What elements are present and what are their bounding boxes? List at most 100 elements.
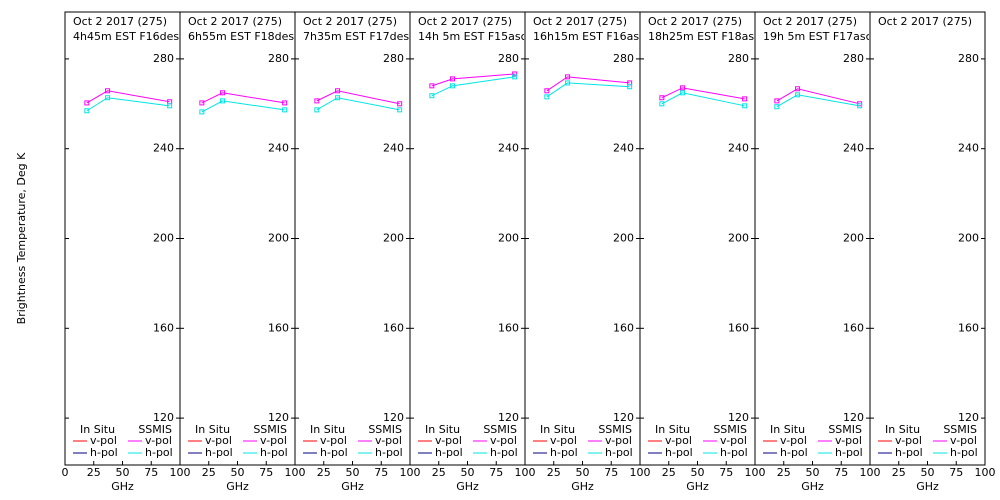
x-axis-label: GHz <box>571 480 594 493</box>
panel-subtitle: 16h15m EST F16asc <box>533 30 645 43</box>
panel-title: Oct 2 2017 (275) <box>303 15 397 28</box>
legend-label: v-pol <box>375 434 402 447</box>
point-marker <box>450 76 456 82</box>
x-tick-label: 25 <box>317 466 331 479</box>
point-marker <box>450 83 456 89</box>
series-line <box>86 90 170 104</box>
legend-group-title: SSMIS <box>598 423 632 436</box>
panel: Oct 2 2017 (275) 7h35m EST F17des 120 160 20… <box>294 11 421 493</box>
legend-label: h-pol <box>320 446 348 459</box>
legend-label: v-pol <box>205 434 232 447</box>
legend-label: v-pol <box>835 434 862 447</box>
panel-header: Oct 2 2017 (275) 19h 5m EST F17asc <box>763 15 872 43</box>
y-tick-label: 160 <box>268 321 289 334</box>
point-marker <box>220 90 226 96</box>
panel-header: Oct 2 2017 (275) <box>878 15 972 28</box>
y-tick-label: 240 <box>613 142 634 155</box>
x-tick-label: 50 <box>461 466 475 479</box>
x-tick-label: 25 <box>777 466 791 479</box>
y-tick-label: 120 <box>728 411 749 424</box>
point-marker <box>84 108 90 114</box>
legend-group-title: SSMIS <box>483 423 517 436</box>
series-line <box>546 76 630 92</box>
x-tick-label: 50 <box>576 466 590 479</box>
panel-header: Oct 2 2017 (275) 4h45m EST F16des <box>73 15 179 43</box>
point-marker <box>314 107 320 113</box>
x-tick-label: 100 <box>860 466 881 479</box>
series-line <box>431 73 515 87</box>
x-tick-label: 50 <box>806 466 820 479</box>
point-marker <box>544 88 550 94</box>
point-marker <box>659 101 665 107</box>
point-marker <box>220 98 226 104</box>
panel-subtitle: 4h45m EST F16des <box>73 30 179 43</box>
y-tick-label: 160 <box>613 321 634 334</box>
y-tick-label: 120 <box>498 411 519 424</box>
x-tick-label: 100 <box>515 466 536 479</box>
y-tick-label: 120 <box>383 411 404 424</box>
x-tick-label: 25 <box>432 466 446 479</box>
panel-title: Oct 2 2017 (275) <box>533 15 627 28</box>
series-line <box>316 90 400 105</box>
x-tick-label: 75 <box>374 466 388 479</box>
x-axis-label: GHz <box>456 480 479 493</box>
y-tick-label: 280 <box>498 52 519 65</box>
x-tick-label: 50 <box>346 466 360 479</box>
legend-label: h-pol <box>665 446 693 459</box>
legend-label: h-pol <box>895 446 923 459</box>
point-marker <box>774 104 780 110</box>
x-tick-label: 25 <box>892 466 906 479</box>
y-tick-label: 160 <box>383 321 404 334</box>
x-tick-label: 50 <box>921 466 935 479</box>
point-marker <box>429 83 435 89</box>
legend-label: h-pol <box>490 446 518 459</box>
legend-group-title: In Situ <box>770 423 805 436</box>
x-tick-label: 75 <box>949 466 963 479</box>
legend-label: v-pol <box>320 434 347 447</box>
series-line <box>776 88 860 105</box>
y-tick-label: 200 <box>843 232 864 245</box>
panel-title: Oct 2 2017 (275) <box>763 15 857 28</box>
series-line <box>546 82 630 98</box>
panel-title: Oct 2 2017 (275) <box>648 15 742 28</box>
point-marker <box>795 92 801 98</box>
series-line <box>316 97 400 111</box>
legend-label: v-pol <box>950 434 977 447</box>
point-marker <box>335 88 341 94</box>
point-marker <box>742 103 748 109</box>
legend-group-title: SSMIS <box>713 423 747 436</box>
series-line <box>661 87 745 100</box>
panel-subtitle: 14h 5m EST F15asc <box>418 30 527 43</box>
legend-label: v-pol <box>720 434 747 447</box>
series-line <box>431 76 515 97</box>
y-tick-label: 200 <box>153 232 174 245</box>
y-tick-label: 160 <box>153 321 174 334</box>
y-tick-label: 200 <box>728 232 749 245</box>
y-tick-label: 120 <box>958 411 979 424</box>
x-axis-label: GHz <box>686 480 709 493</box>
series-line <box>661 92 745 107</box>
panel: Oct 2 2017 (275) 16h15m EST F16asc 120 160 2… <box>524 11 651 493</box>
legend-group-title: In Situ <box>195 423 230 436</box>
x-axis-label: GHz <box>226 480 249 493</box>
x-tick-label: 100 <box>745 466 766 479</box>
panel-header: Oct 2 2017 (275) 16h15m EST F16asc <box>533 15 645 43</box>
panel-header: Oct 2 2017 (275) 7h35m EST F17des <box>303 15 409 43</box>
point-marker <box>282 107 288 113</box>
x-tick-label: 50 <box>116 466 130 479</box>
x-tick-label: 75 <box>834 466 848 479</box>
x-tick-label: 75 <box>489 466 503 479</box>
y-tick-label: 240 <box>498 142 519 155</box>
x-tick-label: 75 <box>604 466 618 479</box>
panel-subtitle: 19h 5m EST F17asc <box>763 30 872 43</box>
legend-label: h-pol <box>720 446 748 459</box>
point-marker <box>565 80 571 86</box>
legend-group-title: In Situ <box>310 423 345 436</box>
point-marker <box>795 86 801 92</box>
x-axis-label: GHz <box>111 480 134 493</box>
y-axis-label: Brightness Temperature, Deg K <box>15 152 28 324</box>
panel-subtitle: 7h35m EST F17des <box>303 30 409 43</box>
y-tick-label: 280 <box>268 52 289 65</box>
y-tick-label: 160 <box>958 321 979 334</box>
point-marker <box>512 71 518 77</box>
